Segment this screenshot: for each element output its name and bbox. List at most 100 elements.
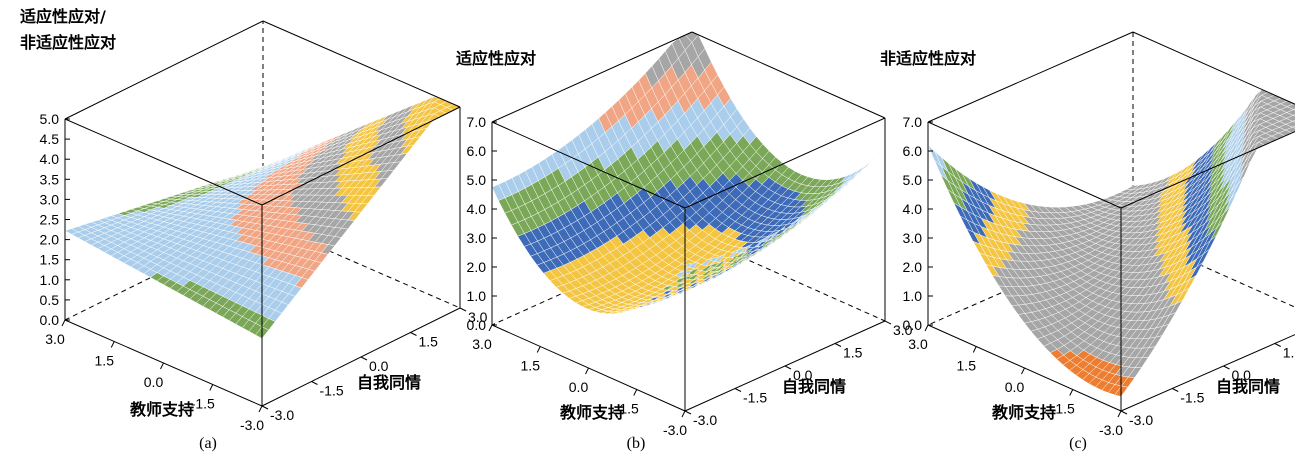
y-tick-mark xyxy=(261,405,269,410)
frame-edge xyxy=(927,31,1134,123)
panel-caption: (b) xyxy=(627,435,646,452)
z-tick-label: 2.0 xyxy=(903,259,923,275)
surface xyxy=(64,96,461,339)
x-tick-mark xyxy=(1069,389,1074,396)
x-tick-mark xyxy=(1021,367,1025,375)
z-tick-label: 4.0 xyxy=(467,201,487,217)
y-tick-mark xyxy=(884,320,892,325)
z-tick-label: 0.0 xyxy=(467,317,487,333)
x-axis-label: 教师支持 xyxy=(560,403,624,422)
z-tick-label: 1.5 xyxy=(40,252,60,268)
y-tick-label: -3.0 xyxy=(1129,412,1153,428)
y-tick-label: 0.0 xyxy=(1232,367,1252,383)
z-tick-label: 3.0 xyxy=(40,191,60,207)
z-tick-label: 5.0 xyxy=(467,172,487,188)
z-tick-label: 0.0 xyxy=(40,312,60,328)
z-tick-label: 1.0 xyxy=(467,288,487,304)
x-tick-label: -3.0 xyxy=(1099,422,1123,438)
x-tick-label: 0.0 xyxy=(1005,379,1025,395)
z-axis: 0.0 1.0 2.0 3.0 4.0 5.0 6.0 7.0 xyxy=(467,114,497,333)
x-tick-mark xyxy=(585,367,589,375)
z-tick-label: 0.0 xyxy=(903,317,923,333)
y-tick-label: -1.5 xyxy=(1180,390,1204,406)
x-tick-mark xyxy=(258,405,263,413)
y-axis: -3.0-1.50.01.53.0 xyxy=(1120,343,1295,428)
y-tick-label: 3.0 xyxy=(468,309,488,325)
x-tick-mark xyxy=(633,389,638,396)
z-tick-label: 2.5 xyxy=(40,212,60,228)
x-axis-label: 教师支持 xyxy=(130,400,194,419)
z-tick-label: 4.0 xyxy=(903,201,923,217)
surface-cell xyxy=(1292,120,1295,123)
z-tick-label: 6.0 xyxy=(903,143,923,159)
y-tick-label: 1.5 xyxy=(419,334,439,350)
z-tick-label: 5.0 xyxy=(40,111,60,127)
surface-cell xyxy=(927,145,942,167)
x-tick-label: 0.0 xyxy=(569,379,589,395)
z-tick-label: 2.0 xyxy=(40,232,60,248)
x-tick-label: 1.5 xyxy=(95,353,115,369)
y-tick-mark xyxy=(410,332,417,336)
frame-edge xyxy=(491,31,693,123)
z-tick-label: 6.0 xyxy=(467,143,487,159)
z-tick-label: 3.0 xyxy=(467,230,487,246)
x-tick-label: -1.5 xyxy=(615,401,639,417)
panel-1: 0.00.51.01.52.02.53.03.54.04.55.03.01.50… xyxy=(20,7,488,452)
y-tick-mark xyxy=(734,388,742,392)
z-tick-label: 7.0 xyxy=(467,114,487,130)
x-axis: 3.0 1.5 0.0 -1.5 -3.0 xyxy=(908,324,1123,438)
x-tick-mark xyxy=(972,346,977,353)
y-tick-label: 3.0 xyxy=(893,322,913,338)
z-axis-label: 非适应性应对 xyxy=(20,33,116,52)
y-tick-mark xyxy=(1120,410,1128,415)
x-tick-mark xyxy=(61,319,66,327)
surface-cell xyxy=(64,228,79,235)
frame-edge xyxy=(64,118,263,206)
frame-edge xyxy=(1132,31,1295,105)
frame-edge xyxy=(691,31,886,119)
y-axis-label: 自我同情 xyxy=(1216,377,1280,396)
frame-edge xyxy=(64,20,264,120)
surface xyxy=(491,31,886,315)
x-axis: 3.0 1.5 0.0 -1.5 -3.0 xyxy=(472,324,687,438)
x-tick-label: -1.5 xyxy=(191,396,215,412)
z-axis-label: 适应性应对 xyxy=(456,49,536,68)
z-tick-label: 1.0 xyxy=(40,272,60,288)
x-tick-mark xyxy=(681,410,686,418)
z-tick-label: 2.0 xyxy=(467,259,487,275)
z-tick-label: 4.0 xyxy=(40,151,60,167)
panel-caption: (c) xyxy=(1069,435,1087,452)
y-tick-mark xyxy=(784,365,792,370)
x-tick-label: 3.0 xyxy=(472,336,492,352)
frame-edge xyxy=(262,20,461,108)
x-tick-label: 3.0 xyxy=(908,336,928,352)
y-tick-label: 0.0 xyxy=(369,358,389,374)
x-axis-label: 教师支持 xyxy=(992,403,1056,422)
y-axis-label: 自我同情 xyxy=(782,377,846,396)
y-tick-label: -3.0 xyxy=(693,412,717,428)
x-tick-label: -1.5 xyxy=(1051,401,1075,417)
y-tick-mark xyxy=(459,307,467,312)
y-axis: -3.0-1.50.01.53.0 xyxy=(261,307,488,423)
z-tick-label: 0.5 xyxy=(40,292,60,308)
x-axis: 3.0 1.5 0.0 -1.5 -3.0 xyxy=(45,319,264,433)
x-tick-mark xyxy=(488,324,493,332)
y-tick-mark xyxy=(360,356,368,361)
axes-frame-front xyxy=(64,20,461,407)
z-tick-label: 4.5 xyxy=(40,131,60,147)
x-tick-label: -3.0 xyxy=(663,422,687,438)
y-tick-mark xyxy=(684,410,692,415)
frame-edge xyxy=(927,121,1122,209)
panel-2: 0.01.02.03.04.05.06.07.03.01.50.0-1.5-3.… xyxy=(456,31,913,452)
x-tick-mark xyxy=(1117,410,1122,418)
y-tick-label: -1.5 xyxy=(743,390,767,406)
x-tick-mark xyxy=(536,346,541,353)
z-tick-label: 3.5 xyxy=(40,171,60,187)
y-tick-mark xyxy=(1223,365,1230,370)
frame-edge xyxy=(261,106,461,206)
y-tick-mark xyxy=(834,343,842,347)
y-tick-mark xyxy=(311,381,318,385)
z-tick-label: 7.0 xyxy=(903,114,923,130)
x-tick-mark xyxy=(924,324,929,332)
